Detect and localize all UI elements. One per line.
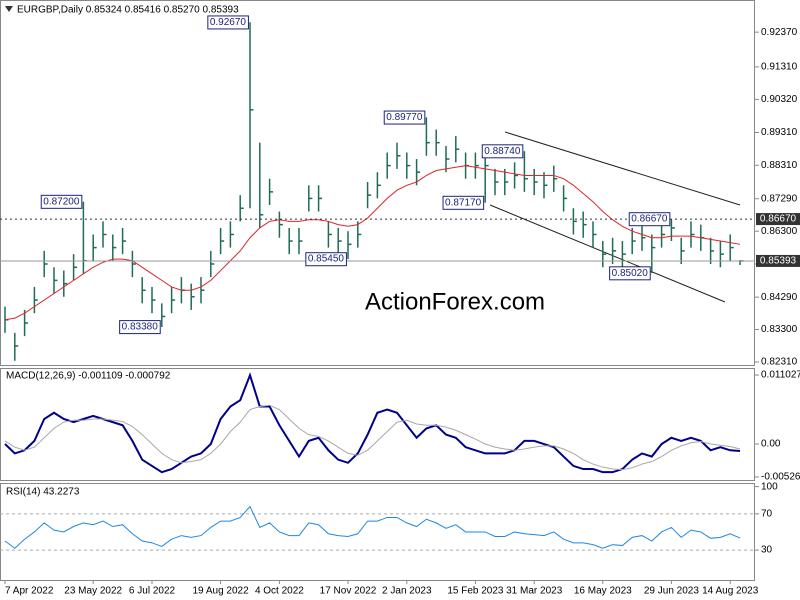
- indicator-line: [4, 505, 741, 549]
- y-tick-label: 0.82310: [761, 357, 798, 368]
- annotation-box: [207, 15, 249, 30]
- y-tick-label: 0.92370: [761, 27, 798, 38]
- x-tick-label: 23 May 2022: [64, 586, 122, 597]
- menu-icon: [5, 6, 13, 12]
- annotation-label: 0.89770: [386, 112, 423, 123]
- channel-line: [489, 204, 726, 303]
- x-tick-label: 7 Apr 2022: [5, 586, 54, 597]
- annotation-label: 0.88740: [484, 146, 521, 157]
- x-tick-label: 4 Oct 2022: [255, 586, 304, 597]
- annotation-label: 0.87200: [43, 196, 80, 207]
- y-tick-label: -0.005267: [761, 472, 800, 483]
- indicator-line: [4, 372, 741, 474]
- y-tick-label: 0.91310: [761, 62, 798, 73]
- level-label: 0.86670: [760, 214, 797, 225]
- level-label: 0.85393: [760, 256, 797, 267]
- x-tick-label: 6 Jul 2022: [129, 586, 176, 597]
- annotation-box: [442, 195, 485, 210]
- y-tick-label: 0.00: [761, 439, 781, 450]
- rsi-title: RSI(14) 43.2273: [6, 487, 80, 498]
- annotation-box: [305, 252, 347, 267]
- y-tick-label: 70: [761, 508, 773, 519]
- x-tick-label: 15 Feb 2023: [447, 586, 504, 597]
- indicator-line: [4, 404, 741, 471]
- annotation-box: [383, 110, 426, 125]
- y-tick-label: 0.90320: [761, 94, 798, 105]
- annotation-label: 0.85020: [612, 268, 649, 279]
- annotation-label: 0.85450: [308, 254, 345, 265]
- y-tick-label: 0.88310: [761, 160, 798, 171]
- moving-average: [4, 165, 741, 321]
- channel-line: [504, 131, 741, 206]
- annotation-label: 0.83380: [122, 322, 159, 333]
- watermark: ActionForex.com: [365, 288, 545, 315]
- y-tick-label: 0.011027: [761, 370, 800, 381]
- chart-title: EURGBP,Daily 0.85324 0.85416 0.85270 0.8…: [17, 5, 239, 16]
- annotation-label: 0.87170: [445, 197, 482, 208]
- y-tick-label: 0.86300: [761, 226, 798, 237]
- y-tick-label: 30: [761, 545, 773, 556]
- annotation-box: [628, 212, 671, 227]
- x-tick-label: 17 Nov 2022: [320, 586, 377, 597]
- x-tick-label: 19 Aug 2022: [193, 586, 250, 597]
- annotation-box: [481, 144, 524, 159]
- x-tick-label: 31 Mar 2023: [506, 586, 563, 597]
- price-panel: [0, 0, 755, 366]
- annotation-box: [40, 194, 83, 209]
- annotation-box: [609, 266, 651, 281]
- y-tick-label: 0.87290: [761, 193, 798, 204]
- x-tick-label: 2 Jan 2023: [382, 586, 432, 597]
- y-tick-label: 0.89310: [761, 127, 798, 138]
- macd-title: MACD(12,26,9) -0.001109 -0.000792: [6, 371, 171, 382]
- macd-panel: [0, 368, 755, 481]
- x-tick-label: 29 Jun 2023: [644, 586, 699, 597]
- level-box: [756, 254, 800, 267]
- y-tick-label: 0.83300: [761, 324, 798, 335]
- y-tick-label: 0.84290: [761, 292, 798, 303]
- rsi-panel: [0, 483, 755, 581]
- x-tick-label: 16 May 2023: [574, 586, 632, 597]
- x-tick-label: 14 Aug 2023: [702, 586, 759, 597]
- annotation-box: [119, 320, 161, 335]
- annotation-label: 0.86670: [631, 214, 668, 225]
- y-tick-label: 100: [761, 481, 778, 492]
- level-box: [756, 213, 800, 226]
- annotation-label: 0.92670: [210, 17, 247, 28]
